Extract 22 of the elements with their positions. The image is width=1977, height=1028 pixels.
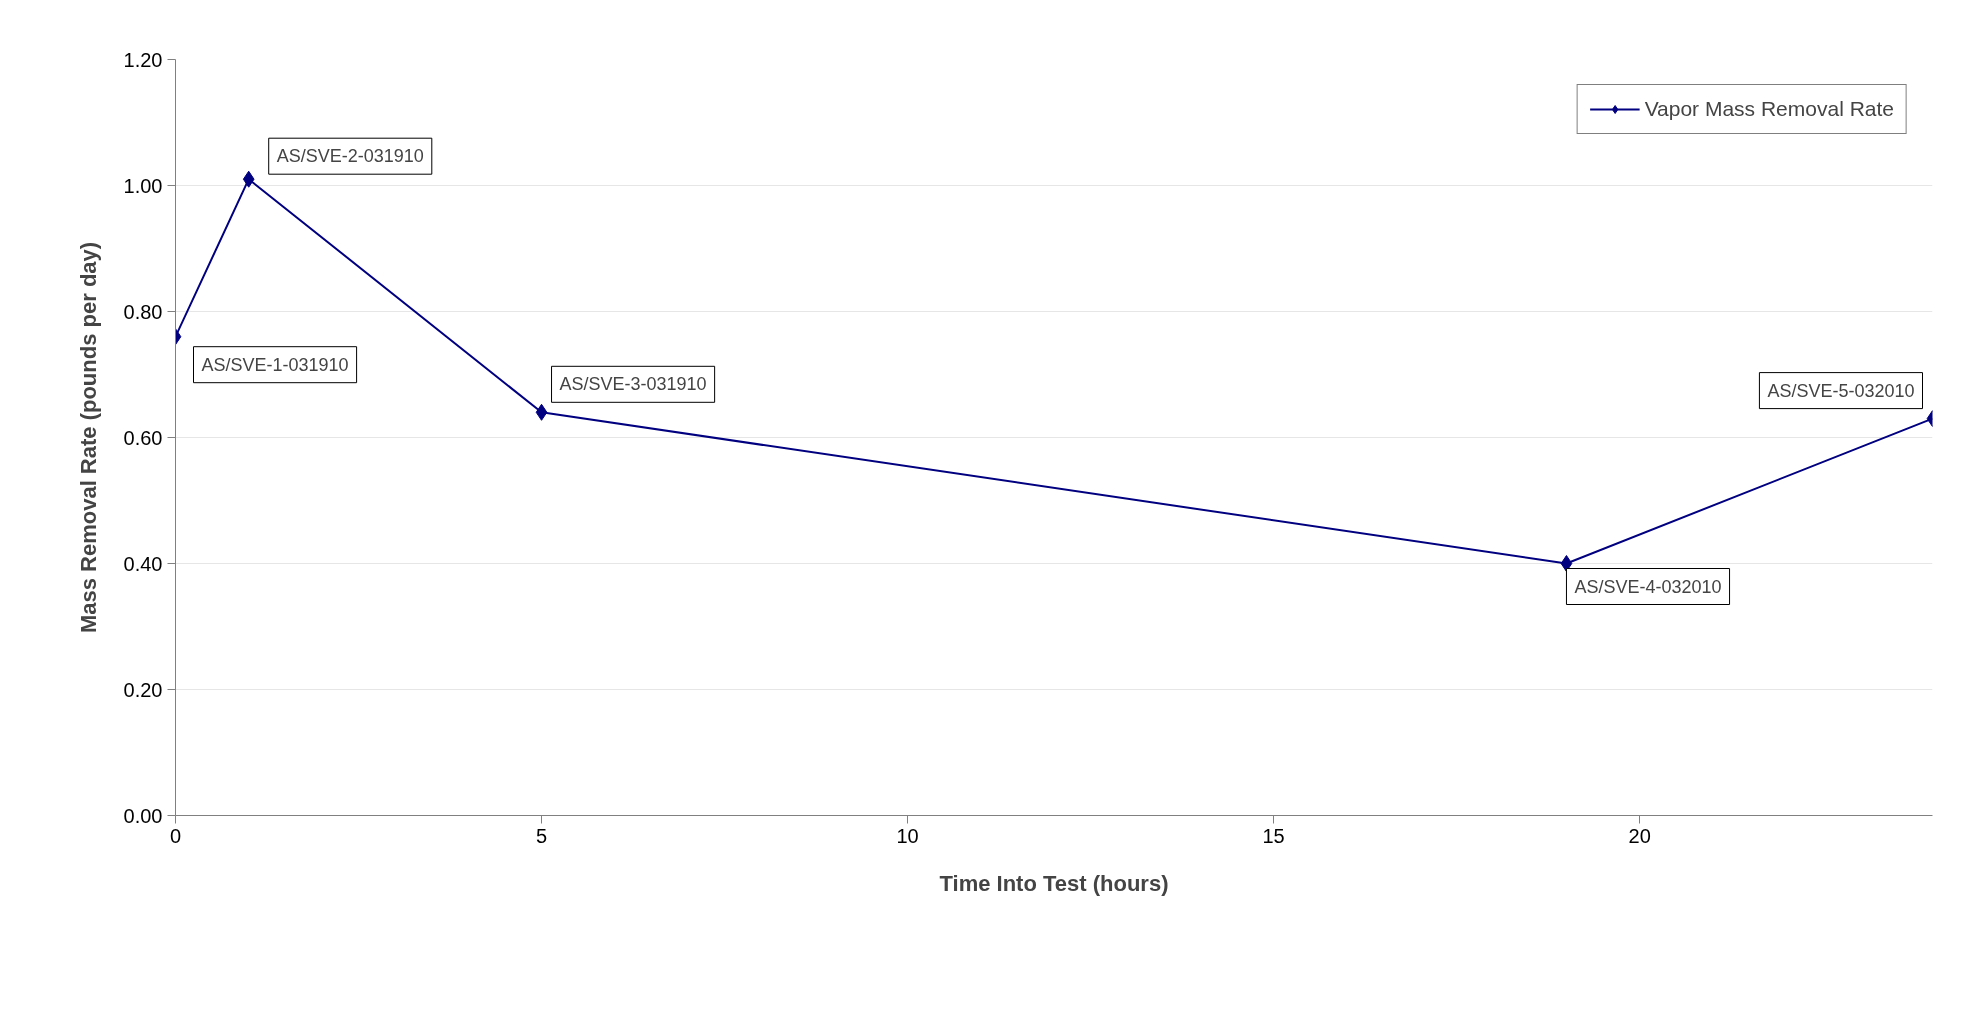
y-tick-label: 0.40	[123, 552, 163, 575]
x-tick-label: 5	[535, 824, 548, 847]
annotation: AS/SVE-4-032010	[1574, 576, 1722, 597]
annotation: AS/SVE-2-031910	[276, 146, 424, 167]
x-tick-label: 20	[1628, 824, 1651, 847]
annotation: AS/SVE-1-031910	[201, 354, 349, 375]
annotation: AS/SVE-5-032010	[1767, 380, 1915, 401]
y-tick-label: 1.00	[123, 174, 163, 197]
y-tick-label: 1.20	[123, 48, 163, 71]
legend-label: Vapor Mass Removal Rate	[1644, 97, 1894, 121]
x-axis-title: Time Into Test (hours)	[939, 870, 1169, 896]
x-tick-label: 15	[1262, 824, 1285, 847]
y-axis-title: Mass Removal Rate (pounds per day)	[75, 241, 101, 634]
y-tick-label: 0.60	[123, 426, 163, 449]
y-tick-label: 0.80	[123, 300, 163, 323]
x-tick-label: 0	[169, 824, 182, 847]
x-tick-label: 10	[896, 824, 919, 847]
point	[242, 170, 255, 188]
point	[535, 403, 548, 421]
annotation: AS/SVE-3-031910	[559, 374, 707, 395]
y-tick-label: 0.20	[123, 678, 163, 701]
y-tick-label: 0.00	[123, 804, 163, 827]
